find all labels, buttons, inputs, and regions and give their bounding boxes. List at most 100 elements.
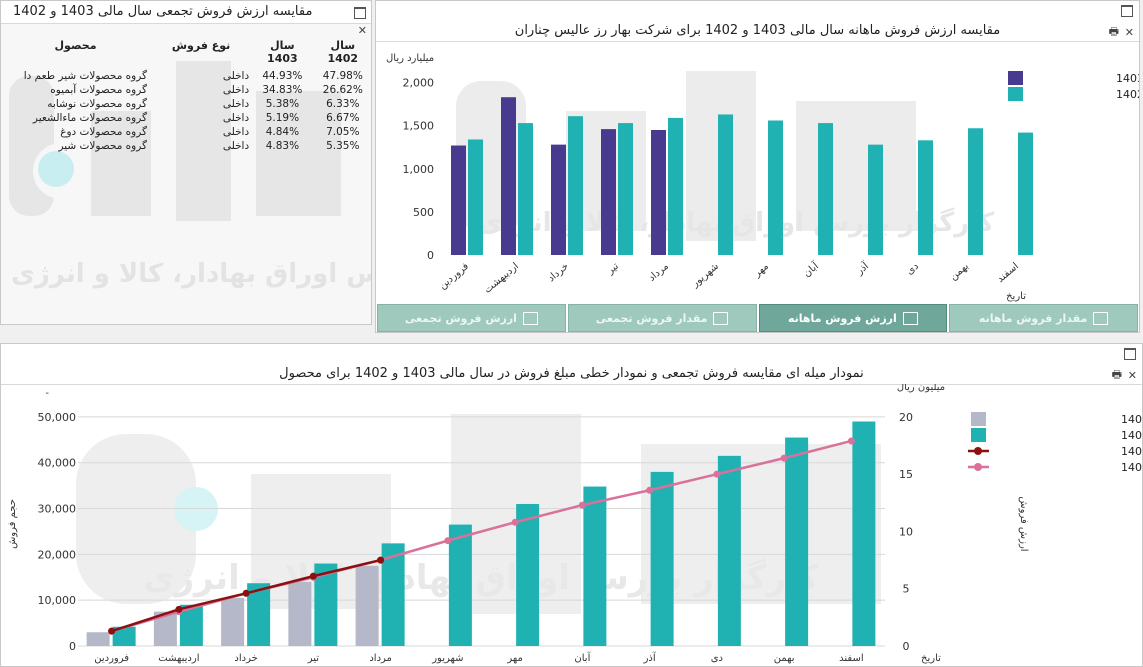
export-excel-icon[interactable]: ✕ [1124, 26, 1134, 39]
y-tick-label: 0 [69, 640, 76, 653]
tab-chart-view[interactable]: ارزش فروش ماهانه [758, 304, 948, 332]
table-row[interactable]: 6.33% 5.38% داخلی گروه محصولات نوشابه [1, 97, 371, 111]
legend-swatch-marker [974, 447, 982, 455]
cell-y1402: 6.67% [326, 112, 360, 124]
chart-bar [501, 97, 516, 255]
col-header-sale-type[interactable]: نوع فروش [171, 39, 231, 52]
y-tick-label: 50,000 [38, 411, 77, 424]
y-tick-label: 2,000 [403, 77, 435, 90]
cell-product: گروه محصولات شیر [58, 140, 148, 152]
y-tick-label: 0 [427, 249, 434, 262]
legend-label: حجم فروش تجمعی 1402 [1121, 429, 1143, 442]
line-chart-icon [713, 311, 729, 325]
x-tick-label: اسفند [839, 653, 863, 664]
cell-y1403: 44.93% [262, 70, 303, 82]
print-icon[interactable]: 🖶 [1108, 25, 1119, 38]
chart-bar [381, 543, 405, 646]
watermark-text: کارگزار بورس اوراق بهادار، کالا و انرژی [11, 259, 371, 289]
tab-label: مقدار فروش تجمعی [595, 311, 708, 325]
tab-label: ارزش فروش ماهانه [787, 311, 897, 325]
x-tick-label: خرداد [234, 653, 257, 664]
legend-swatch [1008, 71, 1023, 85]
monthly-sales-chart: کارگزار بورس اوراق بهادار، کالا و انرژیم… [386, 53, 1140, 302]
cell-y1402: 7.05% [326, 126, 360, 138]
x-tick-label: شهریور [689, 261, 721, 290]
cell-y1402: 26.62% [322, 84, 363, 96]
x-tick-label: تیر [307, 653, 320, 664]
chart-bar [451, 145, 466, 255]
cell-sale-type: داخلی [222, 126, 250, 138]
y-tick-label: 500 [413, 206, 434, 219]
x-tick-label: مهر [751, 261, 771, 280]
cell-y1402: 6.33% [326, 98, 360, 110]
line-point [847, 437, 855, 445]
chart-bar [818, 123, 833, 255]
y-tick-label: 40,000 [38, 457, 77, 470]
line-chart-icon [522, 311, 538, 325]
maximize-icon[interactable] [1121, 5, 1133, 17]
x-axis-label: تاریخ [921, 653, 941, 664]
table-row[interactable]: 26.62% 34.83% داخلی گروه محصولات آبمیوه [1, 83, 371, 97]
line-point [713, 470, 721, 478]
table-row[interactable]: 5.35% 4.83% داخلی گروه محصولات شیر [1, 139, 371, 153]
cell-product: گروه محصولات آبمیوه [50, 84, 148, 96]
legend-label: ارزش فروش تجمعی 1403 [1121, 445, 1143, 458]
chart1-tab-bar: مقدار فروش ماهانه ارزش فروش ماهانه مقدار ف… [376, 304, 1139, 332]
chart-bar [355, 565, 379, 646]
table-row[interactable]: 47.98% 44.93% داخلی گروه محصولات شیر طعم دا [1, 69, 371, 83]
chart-bar [601, 129, 616, 255]
tab-chart-view[interactable]: ارزش فروش تجمعی [377, 304, 566, 332]
print-icon[interactable]: 🖶 [1111, 368, 1122, 381]
chart-bar [852, 421, 876, 646]
chart-bar [918, 140, 933, 255]
export-excel-icon[interactable]: ✕ [357, 24, 367, 37]
table-row[interactable]: 7.05% 4.84% داخلی گروه محصولات دوغ [1, 125, 371, 139]
chart-bar [717, 455, 741, 646]
y2-tick-label: 20 [899, 411, 913, 424]
x-axis-label: تاریخ [1006, 291, 1026, 302]
chart-bar [153, 611, 177, 646]
col-header-y1403[interactable]: سال 1403 [267, 39, 298, 65]
cell-sale-type: داخلی [222, 70, 250, 82]
cell-product: گروه محصولات ماءالشعیر [32, 112, 148, 124]
x-tick-label: تیر [604, 261, 621, 277]
legend-label: ارزش فروش تجمعی 1402 [1121, 461, 1143, 474]
bar-chart-icon [1093, 311, 1109, 325]
line-point [108, 627, 116, 635]
chart-bar [868, 144, 883, 255]
monthly-sales-panel: مقایسه ارزش فروش ماهانه سال مالی 1403 و … [375, 0, 1140, 333]
cell-y1403: 4.83% [265, 140, 300, 152]
line-point [511, 518, 519, 526]
cell-y1403: 4.84% [265, 126, 300, 138]
cumulative-sales-chart: کارگزار بورس اوراق بهادار، کالا و انرژی0… [7, 384, 1143, 664]
x-tick-label: آبان [574, 651, 591, 664]
table-row[interactable]: 6.67% 5.19% داخلی گروه محصولات ماءالشعیر [1, 111, 371, 125]
y-tick-label: 1,500 [403, 120, 435, 133]
export-excel-icon[interactable]: ✕ [1127, 369, 1137, 382]
chart-bar [768, 120, 783, 255]
line-point [377, 556, 385, 564]
legend-swatch [971, 428, 986, 442]
y2-axis-label: ارزش فروش [1018, 496, 1029, 551]
maximize-icon[interactable] [354, 7, 366, 19]
x-tick-label: فروردین [437, 261, 471, 292]
legend-swatch [971, 412, 986, 426]
maximize-icon[interactable] [1124, 348, 1136, 360]
cell-product: گروه محصولات دوغ [60, 126, 148, 138]
col-header-product[interactable]: محصول [54, 39, 97, 52]
chart-bar [314, 563, 338, 646]
chart-bar [86, 632, 110, 646]
tab-chart-view[interactable]: مقدار فروش تجمعی [567, 304, 757, 332]
chart1-title: مقایسه ارزش فروش ماهانه سال مالی 1403 و … [376, 21, 1139, 42]
legend-label: سال مالی 1403 [1116, 72, 1140, 85]
y-axis-label: حجم فروش [7, 499, 18, 549]
x-tick-label: اردیبهشت [158, 653, 199, 664]
chart-bar [583, 486, 607, 646]
line-point [780, 454, 788, 462]
col-header-y1402[interactable]: سال 1402 [327, 39, 359, 65]
line-point [646, 486, 654, 494]
tab-chart-view[interactable]: مقدار فروش ماهانه [949, 304, 1138, 332]
x-tick-label: اردیبهشت [482, 261, 521, 296]
cumulative-sales-panel: نمودار میله ای مقایسه فروش تجمعی و نمودا… [0, 343, 1143, 667]
table-panel-title: مقایسه ارزش فروش تجمعی سال مالی 1403 و 1… [1, 1, 371, 24]
